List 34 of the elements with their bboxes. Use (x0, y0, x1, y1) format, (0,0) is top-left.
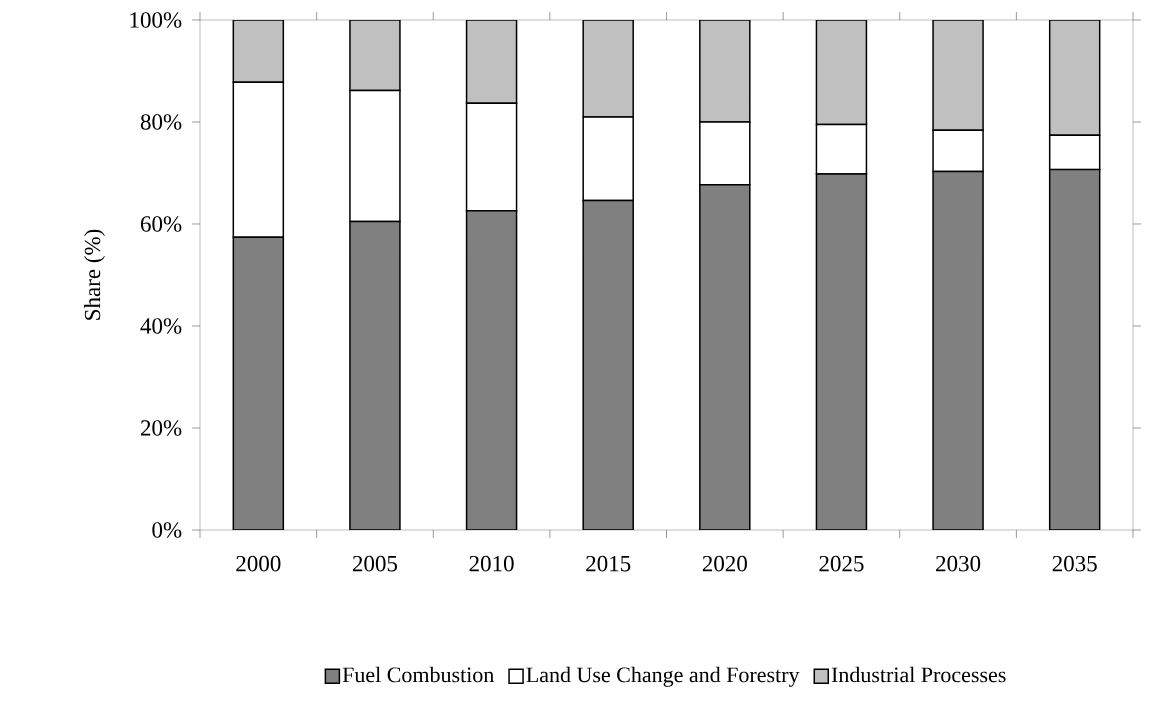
bar (582, 20, 634, 118)
legend-label: Fuel Combustion (342, 666, 494, 683)
bar (232, 20, 285, 83)
x-tick-label: 2025 (819, 555, 864, 572)
x-tick-label: 2010 (469, 555, 514, 572)
y-tick-label: 0% (152, 522, 182, 538)
bar (465, 20, 518, 104)
bar (932, 20, 984, 131)
bar (582, 199, 634, 530)
bar (932, 170, 984, 530)
bar (232, 236, 285, 530)
x-tick-label: 2005 (352, 555, 398, 572)
y-tick-label: 80% (140, 114, 182, 130)
x-tick-label: 2030 (936, 555, 981, 572)
x-tick-label: 2035 (1052, 555, 1097, 572)
y-tick-label: 60% (140, 216, 182, 232)
legend-label: Land Use Change and Forestry (526, 666, 800, 687)
bar (1048, 168, 1101, 530)
y-tick-label: 20% (140, 420, 182, 436)
bar (349, 20, 401, 92)
bar (815, 20, 868, 126)
x-tick-label: 2020 (702, 555, 747, 572)
y-tick-label: 40% (140, 318, 182, 334)
bar (815, 173, 868, 530)
bar (465, 209, 518, 530)
bar (1048, 20, 1101, 137)
legend-label: Industrial Processes (831, 666, 1006, 683)
bar (349, 220, 401, 530)
bar (699, 20, 751, 123)
y-axis-title: Share (%) (84, 229, 105, 320)
y-tick-label: 100% (130, 12, 182, 28)
x-tick-label: 2000 (236, 555, 281, 572)
bar (699, 183, 751, 530)
x-tick-label: 2015 (586, 555, 631, 572)
